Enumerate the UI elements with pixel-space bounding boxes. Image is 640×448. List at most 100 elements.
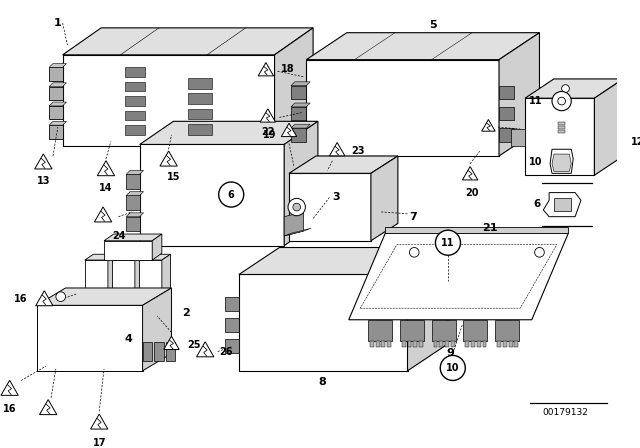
Polygon shape	[84, 260, 108, 327]
Text: 14: 14	[99, 183, 113, 193]
Polygon shape	[49, 83, 67, 86]
Polygon shape	[143, 288, 172, 371]
Polygon shape	[284, 228, 311, 236]
Polygon shape	[543, 193, 581, 217]
Text: 7: 7	[410, 212, 417, 222]
Text: 12: 12	[631, 137, 640, 146]
Polygon shape	[260, 109, 276, 122]
Polygon shape	[371, 156, 398, 241]
Text: 1: 1	[54, 18, 61, 28]
Polygon shape	[188, 109, 212, 119]
Polygon shape	[125, 67, 145, 77]
Polygon shape	[511, 129, 525, 146]
Polygon shape	[40, 400, 57, 414]
Polygon shape	[381, 341, 385, 347]
Polygon shape	[284, 212, 303, 236]
Polygon shape	[451, 341, 454, 347]
Polygon shape	[402, 341, 406, 347]
Polygon shape	[125, 111, 145, 121]
Circle shape	[558, 97, 566, 105]
Text: 8: 8	[319, 377, 326, 388]
Polygon shape	[152, 234, 162, 260]
Polygon shape	[291, 82, 310, 86]
Polygon shape	[104, 234, 162, 241]
Polygon shape	[554, 198, 572, 211]
Polygon shape	[419, 341, 423, 347]
Polygon shape	[503, 341, 507, 347]
Polygon shape	[515, 341, 518, 347]
Polygon shape	[307, 33, 540, 60]
Polygon shape	[1, 380, 19, 395]
Circle shape	[410, 247, 419, 257]
Polygon shape	[126, 174, 140, 189]
Polygon shape	[400, 320, 424, 341]
Polygon shape	[499, 128, 515, 142]
Circle shape	[56, 292, 65, 302]
Polygon shape	[125, 125, 145, 135]
Text: 16: 16	[13, 293, 27, 304]
Text: 18: 18	[282, 65, 295, 74]
Polygon shape	[126, 192, 143, 195]
Polygon shape	[188, 124, 212, 135]
Text: 10: 10	[529, 157, 542, 167]
Polygon shape	[84, 254, 116, 260]
Polygon shape	[558, 122, 566, 125]
Polygon shape	[239, 275, 408, 371]
Polygon shape	[49, 106, 63, 119]
Polygon shape	[445, 341, 449, 347]
Polygon shape	[49, 125, 63, 138]
Polygon shape	[509, 341, 513, 347]
Polygon shape	[225, 339, 239, 353]
Polygon shape	[483, 341, 486, 347]
Polygon shape	[63, 55, 275, 146]
Polygon shape	[413, 341, 417, 347]
Polygon shape	[162, 254, 170, 327]
Polygon shape	[95, 207, 112, 222]
Polygon shape	[525, 98, 595, 175]
Circle shape	[293, 203, 301, 211]
Polygon shape	[139, 260, 162, 327]
Text: 2: 2	[182, 308, 190, 318]
Polygon shape	[275, 28, 313, 146]
Polygon shape	[126, 213, 143, 217]
Polygon shape	[499, 86, 515, 99]
Polygon shape	[368, 320, 392, 341]
Text: 26: 26	[220, 347, 233, 357]
Polygon shape	[499, 33, 540, 156]
Polygon shape	[370, 341, 374, 347]
Text: 11: 11	[529, 96, 542, 106]
Polygon shape	[112, 260, 135, 327]
Polygon shape	[289, 156, 398, 173]
Polygon shape	[225, 297, 239, 311]
Polygon shape	[196, 342, 214, 357]
Text: 23: 23	[351, 146, 365, 156]
Polygon shape	[258, 63, 273, 76]
Text: 19: 19	[263, 130, 276, 140]
Polygon shape	[140, 144, 284, 246]
Text: 21: 21	[482, 223, 497, 233]
Polygon shape	[125, 82, 145, 91]
Text: 9: 9	[446, 349, 454, 358]
Polygon shape	[495, 320, 519, 341]
Polygon shape	[36, 306, 143, 371]
Polygon shape	[439, 341, 443, 347]
Text: 22: 22	[261, 127, 275, 137]
Polygon shape	[239, 247, 448, 275]
Polygon shape	[387, 341, 391, 347]
Circle shape	[562, 85, 570, 92]
Text: 15: 15	[166, 172, 180, 182]
Polygon shape	[376, 341, 380, 347]
Polygon shape	[35, 154, 52, 169]
Circle shape	[219, 182, 244, 207]
Circle shape	[288, 198, 305, 216]
Polygon shape	[291, 124, 310, 128]
Circle shape	[435, 230, 461, 255]
Polygon shape	[188, 93, 212, 104]
Text: 5: 5	[429, 20, 436, 30]
Polygon shape	[477, 341, 481, 347]
Polygon shape	[558, 130, 566, 133]
Polygon shape	[49, 121, 67, 125]
Polygon shape	[291, 103, 310, 107]
Circle shape	[552, 91, 572, 111]
Polygon shape	[49, 102, 67, 106]
